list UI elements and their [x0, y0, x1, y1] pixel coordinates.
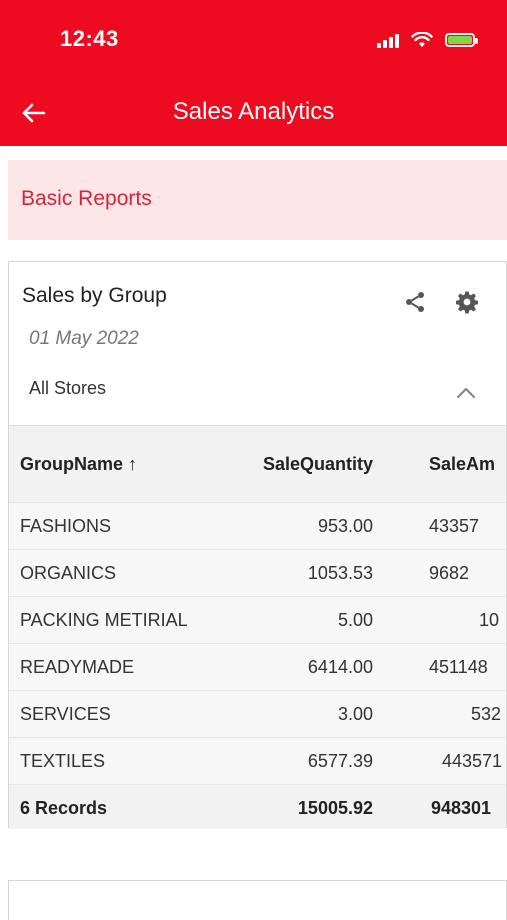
cell-salequantity: 6577.39 — [307, 751, 373, 771]
page-title: Sales Analytics — [172, 98, 335, 125]
cell-salequantity: 953.00 — [317, 516, 373, 536]
wifi-icon — [411, 32, 433, 47]
cell-salequantity: 6414.00 — [307, 657, 373, 677]
table-row[interactable]: SERVICES 3.00 532 — [9, 691, 506, 738]
gear-icon[interactable] — [455, 290, 479, 314]
column-header-salequantity[interactable]: SaleQuantity — [262, 454, 373, 474]
back-arrow-icon[interactable] — [20, 100, 46, 126]
table-row[interactable]: READYMADE 6414.00 451148 — [9, 644, 506, 691]
total-saleamount: 948301 — [431, 798, 492, 818]
table-footer-row: 6 Records 15005.92 948301 — [9, 785, 506, 829]
cell-saleamount: 10 — [479, 610, 500, 630]
cell-groupname: FASHIONS — [20, 516, 112, 536]
status-time: 12:43 — [60, 26, 119, 51]
total-salequantity: 15005.92 — [297, 798, 373, 818]
report-date: 01 May 2022 — [29, 328, 139, 349]
cell-saleamount: 443571 — [442, 751, 503, 771]
chevron-up-icon[interactable] — [455, 382, 477, 404]
table-row[interactable]: TEXTILES 6577.39 443571 — [9, 738, 506, 785]
cell-saleamount: 451148 — [429, 657, 488, 677]
app-header: 12:43 Sales Analytics — [0, 0, 507, 146]
section-banner[interactable]: Basic Reports — [8, 160, 507, 240]
cell-groupname: PACKING METIRIAL — [20, 610, 188, 630]
store-filter[interactable]: All Stores — [29, 378, 107, 398]
table-header: GroupName ↑ SaleQuantity SaleAm — [9, 426, 506, 503]
share-icon[interactable] — [403, 290, 427, 314]
cell-salequantity: 5.00 — [337, 610, 373, 630]
signal-icon — [377, 32, 399, 48]
cell-groupname: ORGANICS — [20, 563, 117, 583]
cell-groupname: READYMADE — [20, 657, 135, 677]
status-icons — [377, 30, 478, 50]
table-row[interactable]: PACKING METIRIAL 5.00 10 — [9, 597, 506, 644]
column-header-groupname[interactable]: GroupName ↑ — [20, 454, 138, 474]
report-title: Sales by Group — [22, 284, 167, 307]
section-label: Basic Reports — [21, 187, 152, 210]
cell-saleamount: 43357 — [429, 516, 480, 536]
next-report-card — [8, 880, 507, 920]
records-count: 6 Records — [20, 798, 108, 818]
battery-icon — [445, 33, 478, 47]
cell-saleamount: 532 — [471, 704, 502, 724]
cell-salequantity: 3.00 — [337, 704, 373, 724]
sales-table: GroupName ↑ SaleQuantity SaleAm FASHIONS… — [9, 425, 506, 829]
table-row[interactable]: FASHIONS 953.00 43357 — [9, 503, 506, 550]
cell-groupname: TEXTILES — [20, 751, 106, 771]
cell-salequantity: 1053.53 — [307, 563, 373, 583]
report-card: Sales by Group 01 May 2022 All Stores Gr… — [8, 261, 507, 829]
column-header-saleamount[interactable]: SaleAm — [429, 454, 496, 474]
cell-saleamount: 9682 — [429, 563, 470, 583]
cell-groupname: SERVICES — [20, 704, 111, 724]
table-row[interactable]: ORGANICS 1053.53 9682 — [9, 550, 506, 597]
